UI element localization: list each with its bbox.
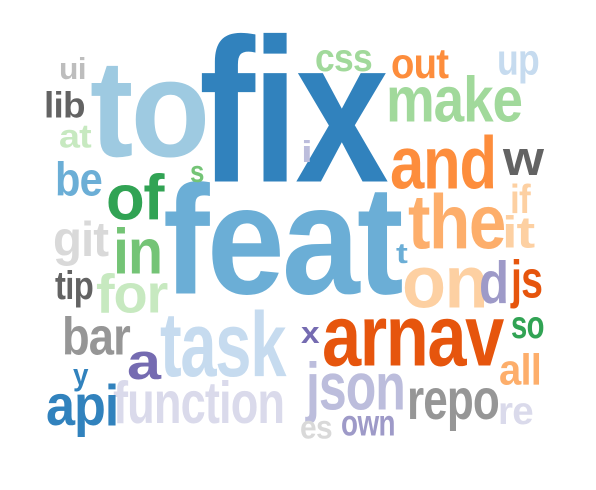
word-if: if — [510, 175, 531, 222]
word-a: a — [127, 332, 161, 391]
word-es: es — [300, 408, 333, 446]
word-it: it — [502, 207, 535, 258]
word-y: y — [73, 357, 88, 392]
word-at: at — [59, 117, 92, 155]
word-on: on — [402, 240, 489, 324]
word-json: json — [306, 349, 406, 424]
word-make: make — [386, 63, 523, 136]
word-function: function — [113, 370, 285, 437]
word-out: out — [391, 39, 449, 88]
word-of: of — [106, 161, 165, 234]
word-w: w — [503, 131, 544, 186]
word-i: i — [301, 134, 313, 169]
word-to: to — [90, 31, 210, 187]
word-x: x — [301, 315, 320, 350]
word-repo: repo — [407, 367, 500, 432]
word-s: s — [190, 154, 204, 189]
word-the: the — [408, 179, 506, 266]
word-up: up — [497, 35, 540, 85]
word-task: task — [160, 292, 286, 397]
word-all: all — [499, 345, 542, 395]
word-tip: tip — [55, 263, 94, 308]
word-t: t — [396, 237, 408, 270]
word-feat: feat — [163, 153, 404, 328]
word-own: own — [341, 401, 396, 444]
word-in: in — [113, 215, 163, 288]
word-lib: lib — [44, 85, 86, 126]
word-js: js — [511, 250, 543, 310]
word-d: d — [479, 250, 509, 317]
word-and: and — [390, 121, 497, 205]
word-arnav: arnav — [322, 286, 504, 385]
word-bar: bar — [62, 307, 131, 367]
word-api: api — [46, 373, 119, 438]
word-so: so — [511, 303, 544, 347]
word-css: css — [315, 36, 373, 80]
word-ui: ui — [59, 51, 87, 86]
word-for: for — [96, 262, 168, 325]
word-fix: fix — [199, 0, 389, 227]
word-be: be — [55, 152, 103, 206]
word-re: re — [498, 389, 534, 433]
word-git: git — [53, 212, 109, 267]
